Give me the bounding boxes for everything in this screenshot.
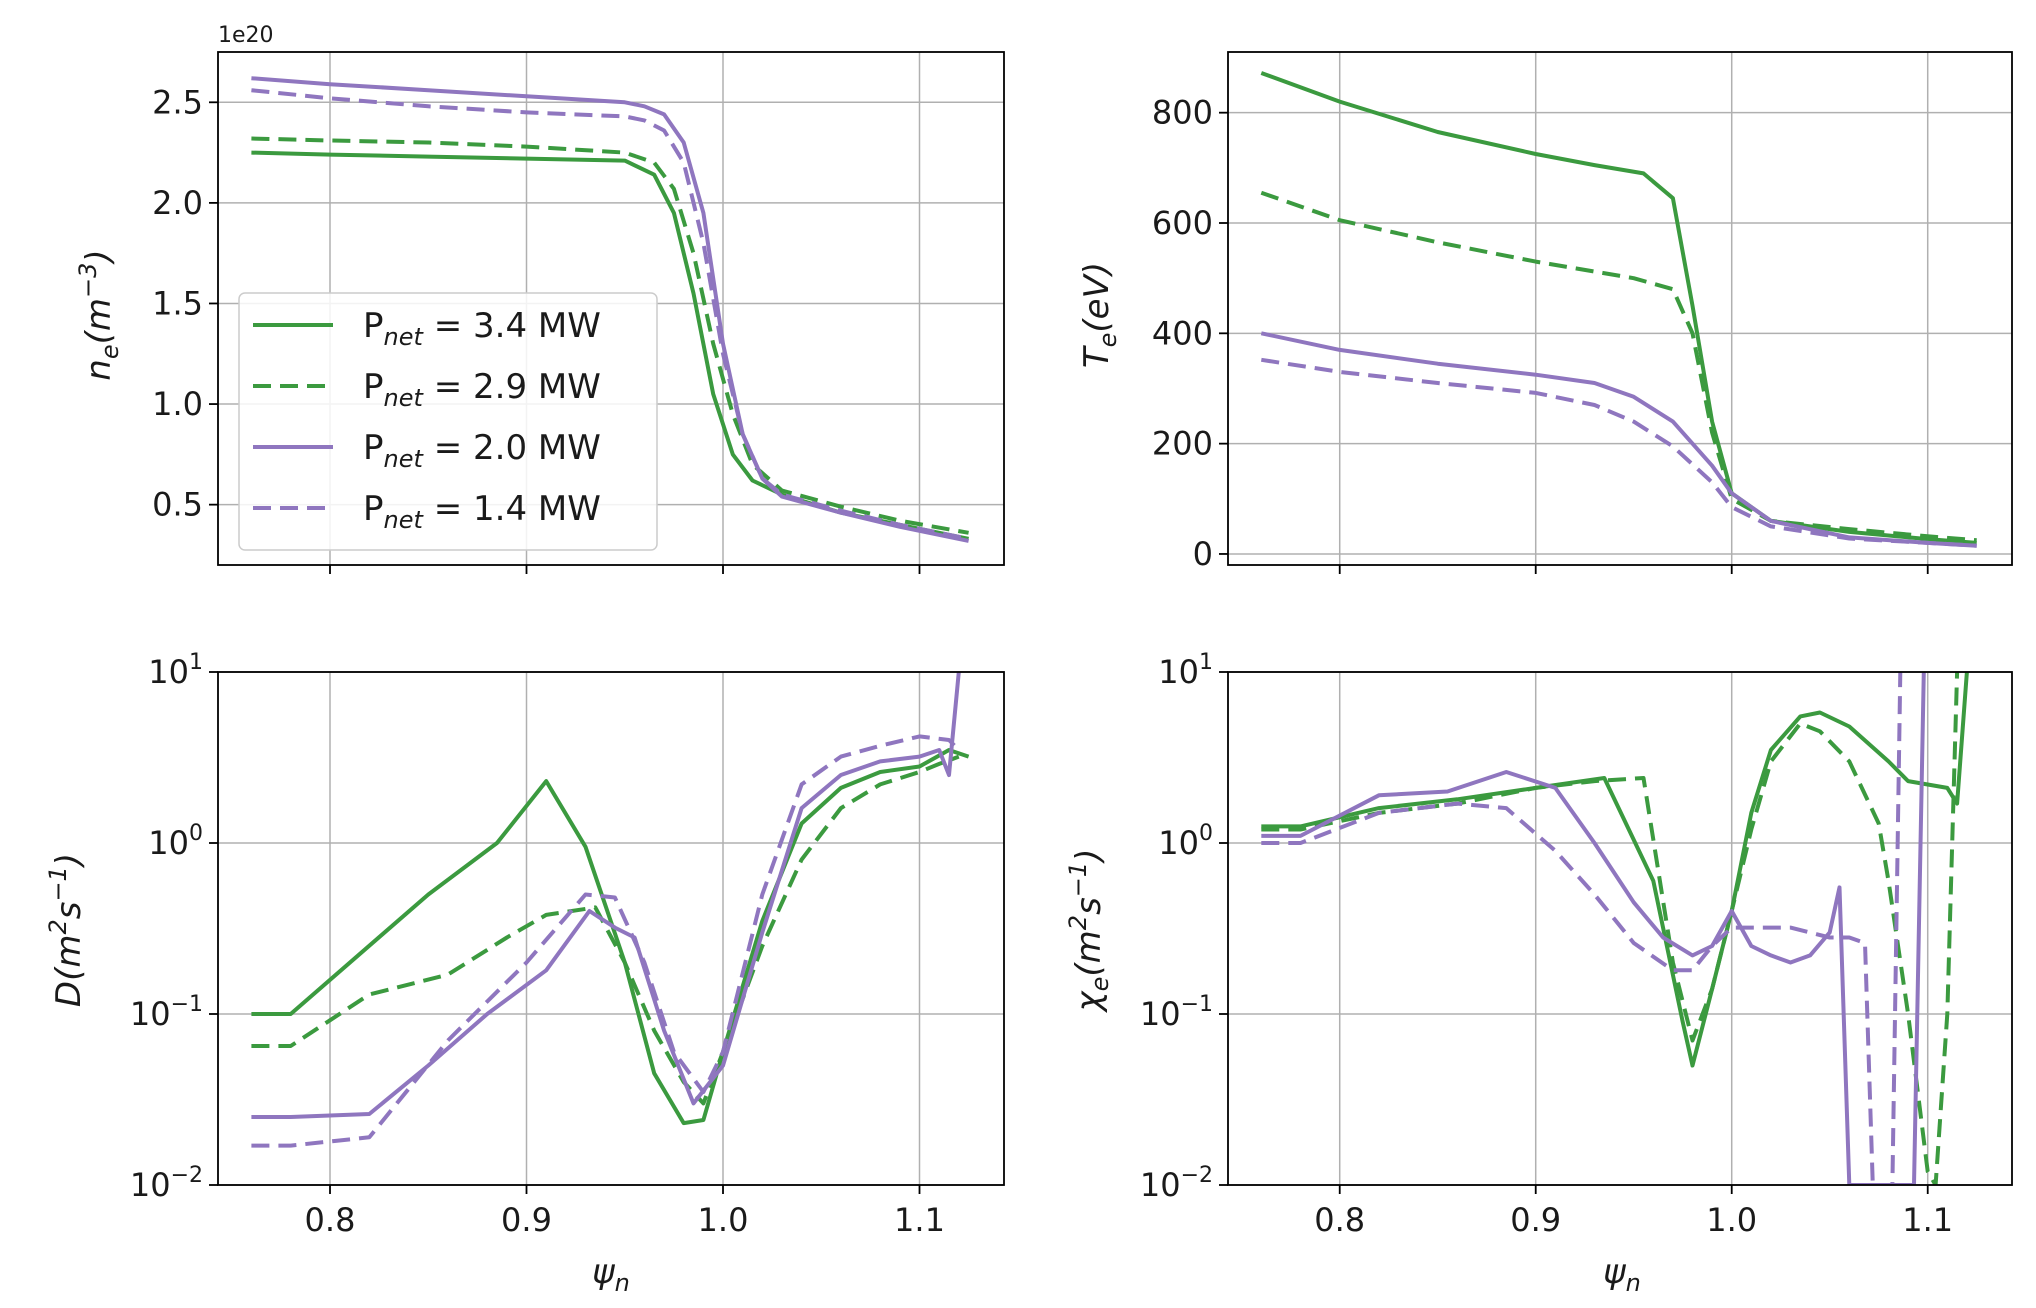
axes-frame-te: [1227, 51, 2013, 566]
y-tick-label: 10−1: [130, 992, 203, 1033]
x-tick-label: 1.0: [698, 1201, 749, 1239]
y-tick-label-exp: 0: [1199, 821, 1213, 846]
ylabel-temperature: Te(eV): [1077, 262, 1122, 368]
panel-temperature: Te(eV) 0 200 400 600 800: [1077, 51, 2013, 574]
series-group-chi: [1261, 672, 1969, 1185]
legend-label-2-0mw: Pnet = 2.0 MW: [363, 428, 601, 473]
legend-label-3-4mw: Pnet = 3.4 MW: [363, 306, 601, 351]
y-tick-label-base: 10: [130, 1166, 171, 1204]
offset-text: 1e20: [218, 23, 274, 48]
legend-label-1-4mw: Pnet = 1.4 MW: [363, 489, 601, 534]
xlabel-psi-left: ψn: [592, 1252, 630, 1297]
y-tick-label-base: 10: [1158, 824, 1199, 862]
legend: Pnet = 3.4 MW Pnet = 2.9 MW Pnet = 2.0 M…: [238, 292, 658, 551]
y-tick-label-base: 10: [1140, 1166, 1181, 1204]
y-tick-label: 2.0: [152, 184, 203, 222]
y-tick-label: 600: [1152, 204, 1213, 242]
y-tick-label: 101: [148, 650, 203, 691]
y-tick-label: 200: [1152, 425, 1213, 463]
y-tick-label: 800: [1152, 94, 1213, 132]
y-tick-label: 400: [1152, 314, 1213, 352]
y-tick-label: 1.5: [152, 284, 203, 322]
axes-frame-chi: [1227, 671, 2013, 1186]
xlabel-psi-right: ψn: [1603, 1252, 1641, 1297]
y-tick-label: 1.0: [152, 385, 203, 423]
y-tick-label: 10−1: [1140, 992, 1213, 1033]
x-tick-label: 0.9: [1510, 1201, 1561, 1239]
series-line-te-1: [1260, 190, 1977, 543]
legend-frame: [238, 292, 658, 551]
y-tick-label-exp: −2: [1181, 1163, 1213, 1188]
x-tick-label: 0.9: [501, 1201, 552, 1239]
y-tick-label: 2.5: [152, 83, 203, 121]
y-tick-label: 0: [1193, 535, 1213, 573]
series-line-chi-1: [1261, 672, 1960, 1185]
y-tick-label-exp: −1: [1181, 992, 1213, 1017]
y-tick-label: 10−2: [1140, 1163, 1213, 1204]
ticks-ne: 0.5 1.0 1.5 2.0 2.5: [152, 83, 921, 574]
y-tick-label-base: 10: [130, 995, 171, 1033]
series-group-ne: [251, 76, 970, 543]
y-tick-label-exp: −1: [171, 992, 203, 1017]
x-tick-label: 1.1: [1902, 1201, 1953, 1239]
y-tick-label: 0.5: [152, 486, 203, 524]
series-line-te-0: [1260, 71, 1977, 545]
x-tick-label: 0.8: [1314, 1201, 1365, 1239]
series-line-d-3: [251, 734, 961, 1148]
series-line-chi-2: [1261, 672, 1926, 1185]
y-tick-label: 100: [148, 821, 203, 862]
y-tick-label-exp: 1: [189, 650, 203, 675]
series-line-te-3: [1260, 357, 1977, 548]
ylabel-heat-diffusivity: χe(m2s−1): [1064, 849, 1114, 1014]
y-tick-label: 101: [1158, 650, 1213, 691]
series-group-te: [1260, 71, 1977, 548]
ylabel-diffusivity: D(m2s−1): [44, 853, 89, 1007]
y-tick-label-exp: −2: [171, 1163, 203, 1188]
axes-frame-d: [217, 671, 1005, 1186]
y-tick-label-base: 10: [148, 653, 189, 691]
series-group-d: [251, 672, 970, 1148]
axes-frame-ne: [217, 51, 1005, 566]
series-line-ne-3: [251, 88, 969, 541]
legend-label-2-9mw: Pnet = 2.9 MW: [363, 367, 601, 412]
y-tick-label: 10−2: [130, 1163, 203, 1204]
series-line-chi-3: [1261, 672, 1903, 1185]
series-line-d-2: [251, 672, 961, 1119]
grid-te: [1228, 52, 2012, 565]
y-tick-label-base: 10: [148, 824, 189, 862]
x-tick-label: 0.8: [305, 1201, 356, 1239]
series-line-d-0: [251, 748, 970, 1126]
y-tick-label: 100: [1158, 821, 1213, 862]
x-tick-label: 1.0: [1706, 1201, 1757, 1239]
ylabel-density: ne(m−3): [74, 249, 124, 380]
y-tick-label-base: 10: [1140, 995, 1181, 1033]
y-tick-label-exp: 0: [189, 821, 203, 846]
y-tick-label-exp: 1: [1199, 650, 1213, 675]
ticks-te: 0 200 400 600 800: [1152, 94, 1929, 574]
x-tick-label: 1.1: [894, 1201, 945, 1239]
y-tick-label-base: 10: [1158, 653, 1199, 691]
